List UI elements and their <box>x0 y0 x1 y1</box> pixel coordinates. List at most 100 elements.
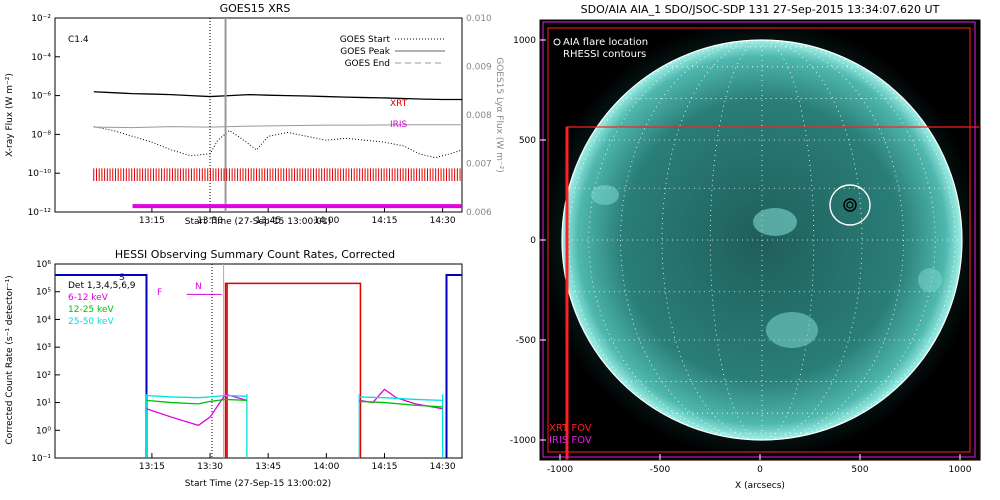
goes-x-tick-label: 14:30 <box>430 216 456 226</box>
hessi-curve-0 <box>146 393 248 427</box>
hessi-curve-1 <box>146 398 247 405</box>
legend-goes-peak: GOES Peak <box>340 47 390 57</box>
hessi-title: HESSI Observing Summary Count Rates, Cor… <box>115 248 395 261</box>
xrt-fov-outer <box>547 27 971 453</box>
aia-active-region-2 <box>766 312 818 348</box>
aia-longitude-line <box>661 39 763 441</box>
aia-x-ticks: -1000 -500 0 500 1000 <box>547 454 972 475</box>
hessi-ylabel: Corrected Count Rate (s⁻¹ detector⁻¹) <box>5 275 15 444</box>
hessi-curve-2-b <box>359 396 443 402</box>
hessi-x-tick-label: 13:45 <box>255 462 281 472</box>
aia-xrt-fov-label: XRT FOV <box>549 423 592 434</box>
aia-y-tick-label: 1000 <box>513 36 536 46</box>
aia-legend-rhessi: RHESSI contours <box>563 49 646 60</box>
goes-x-tick-label: 13:15 <box>139 216 165 226</box>
aia-panel: SDO/AIA AIA_1 SDO/JSOC-SDP 131 27-Sep-20… <box>510 3 981 491</box>
goes-y-tick-label: 10⁻⁸ <box>31 130 51 140</box>
aia-longitude-line <box>761 39 863 441</box>
goes-x-tick-label: 13:45 <box>255 216 281 226</box>
goes-legend: GOES Start GOES Peak GOES End <box>340 35 445 69</box>
hessi-y-tick-label: 10² <box>36 371 51 381</box>
aia-flare-circle <box>829 184 871 226</box>
hessi-y-tick-label: 10⁴ <box>36 315 51 325</box>
aia-active-region-4 <box>918 268 942 292</box>
hessi-flag-f: F <box>157 288 162 298</box>
hessi-flag-s: S <box>119 273 125 283</box>
aia-y-ticks: 1000 500 0 -500 -1000 <box>510 36 546 446</box>
goes-x-tick-label: 14:00 <box>313 216 339 226</box>
aia-longitude-line <box>761 39 904 441</box>
rhessi-contour-2 <box>846 201 854 209</box>
legend-goes-end: GOES End <box>345 59 390 69</box>
hessi-flare-flag <box>224 282 362 458</box>
hessi-x-tick-label: 14:15 <box>372 462 398 472</box>
aia-y-tick-label: -1000 <box>510 436 536 446</box>
hessi-y-tick-label: 10¹ <box>36 399 51 409</box>
legend-goes-start: GOES Start <box>340 35 391 45</box>
aia-lat-lon-grid <box>562 39 962 441</box>
hessi-legend-title: Det 1,3,4,5,6,9 <box>68 281 136 291</box>
goes-y2-tick-label: 0.009 <box>466 63 492 73</box>
hessi-curve-1-b <box>359 400 443 408</box>
aia-legend-flare: AIA flare location <box>563 37 648 48</box>
goes-y2-tick-label: 0.008 <box>466 111 492 121</box>
hessi-legend-12-25: 12-25 keV <box>68 305 114 315</box>
hessi-curves <box>55 264 462 458</box>
goes-y-tick-label: 10⁻¹² <box>28 208 52 218</box>
hessi-legend-25-50: 25-50 keV <box>68 317 114 327</box>
hessi-y-tick-label: 10⁵ <box>36 288 51 298</box>
aia-active-region-1 <box>753 208 797 236</box>
goes-y2-tick-label: 0.010 <box>466 14 492 24</box>
rhessi-contour-1 <box>843 198 857 212</box>
aia-longitude-line <box>620 39 763 441</box>
aia-longitude-line <box>709 39 763 441</box>
goes-long-curve <box>93 91 462 101</box>
goes-x-ticks: 13:15 13:30 13:45 14:00 14:15 14:30 <box>139 207 456 226</box>
hessi-legend-6-12: 6-12 keV <box>68 293 109 303</box>
goes-y-tick-label: 10⁻¹⁰ <box>28 169 52 179</box>
goes-x-tick-label: 14:15 <box>372 216 398 226</box>
aia-xlabel: X (arcsecs) <box>735 481 785 491</box>
hessi-xlabel: Start Time (27-Sep-15 13:00:02) <box>185 479 331 489</box>
aia-x-tick-label: 0 <box>757 465 763 475</box>
goes-y2-ticks: 0.010 0.009 0.008 0.007 0.006 <box>466 14 492 218</box>
goes-y2label: GOES15 Lyα Flux (W m⁻²) <box>494 57 504 173</box>
hessi-x-tick-label: 13:15 <box>139 462 165 472</box>
aia-x-tick-label: 1000 <box>949 465 972 475</box>
goes-x-tick-label: 13:30 <box>197 216 223 226</box>
goes-lya-curve <box>93 124 462 129</box>
goes-y2-tick-label: 0.007 <box>466 160 492 170</box>
aia-legend: AIA flare location RHESSI contours <box>553 37 648 60</box>
aia-longitude-line <box>761 39 815 441</box>
aia-y-tick-label: 500 <box>519 136 536 146</box>
goes-plot-frame <box>54 17 463 213</box>
hessi-legend: Det 1,3,4,5,6,9 6-12 keV 12-25 keV 25-50… <box>68 281 136 327</box>
hessi-x-tick-label: 14:30 <box>430 462 456 472</box>
hessi-flag-n: N <box>195 282 202 292</box>
hessi-x-tick-label: 13:30 <box>197 462 223 472</box>
hessi-y-tick-label: 10⁶ <box>36 260 51 270</box>
goes-y-tick-label: 10⁻⁴ <box>31 53 51 63</box>
aia-active-region-3 <box>591 185 619 205</box>
hessi-curve-2 <box>146 394 247 399</box>
aia-x-tick-label: -500 <box>650 465 671 475</box>
goes-flare-class: C1.4 <box>68 35 89 45</box>
hessi-x-tick-label: 14:00 <box>313 462 339 472</box>
goes-y-tick-label: 10⁻⁶ <box>31 92 51 102</box>
hessi-night-flag-end <box>445 274 462 458</box>
hessi-y-tick-label: 10⁻¹ <box>31 454 51 464</box>
goes-title: GOES15 XRS <box>220 2 291 15</box>
aia-y-tick-label: 0 <box>530 236 536 246</box>
goes-ylabel: X-ray Flux (W m⁻²) <box>5 73 15 157</box>
hessi-plot-frame <box>54 263 463 459</box>
aia-x-tick-label: -1000 <box>547 465 573 475</box>
goes-xlabel: Start Time (27-Sep-15 13:00:01) <box>185 217 331 227</box>
hessi-y-ticks: 10⁶ 10⁵ 10⁴ 10³ 10² 10¹ 10⁰ 10⁻¹ <box>31 260 60 464</box>
aia-x-tick-label: 500 <box>851 465 868 475</box>
aia-limb <box>561 39 963 441</box>
goes-short-curve <box>93 126 463 159</box>
goes-panel: GOES15 XRS 10⁻² 10⁻⁴ 10⁻⁶ 10⁻⁸ 10⁻¹⁰ 10⁻¹² 0.… <box>5 2 504 227</box>
hessi-y-tick-label: 10⁰ <box>36 426 51 436</box>
